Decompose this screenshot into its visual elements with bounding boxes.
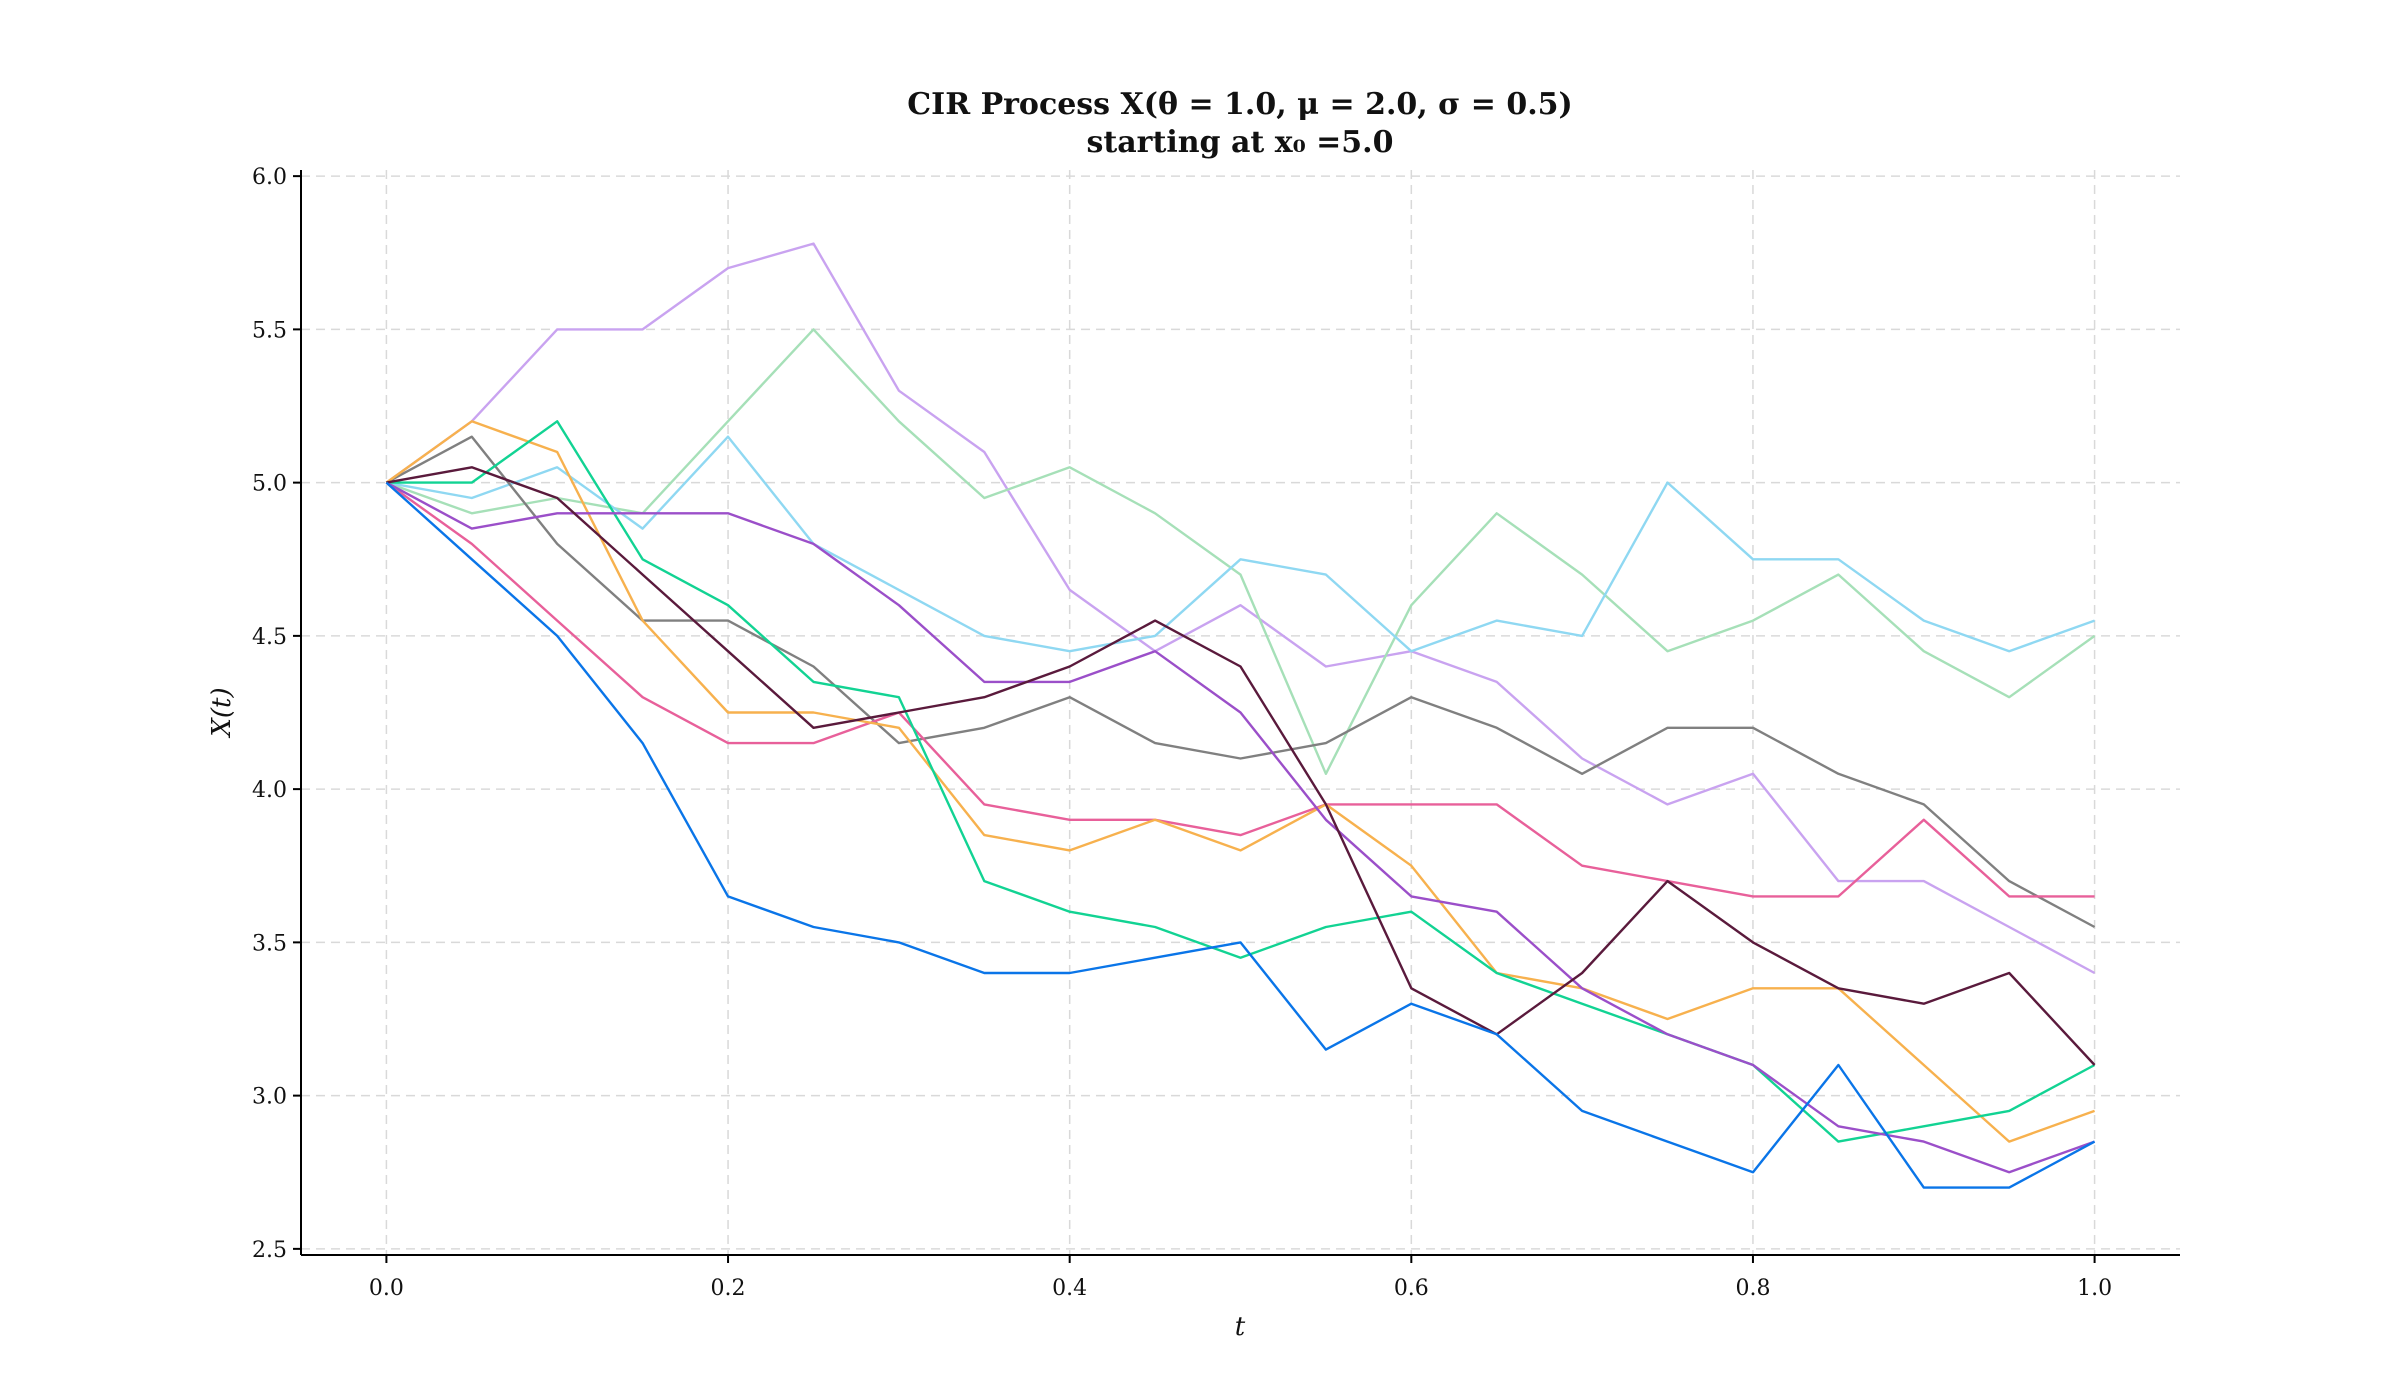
- chart-title-line2: starting at x₀ =5.0: [1086, 125, 1393, 160]
- x-tick-label: 0.0: [369, 1276, 404, 1301]
- series-line-2: [385, 328, 2096, 775]
- y-tick-label: 6.0: [252, 165, 287, 190]
- x-tick-label: 0.6: [1394, 1276, 1429, 1301]
- series-line-7: [386, 420, 2096, 1143]
- chart-title-line1: CIR Process X(θ = 1.0, μ = 2.0, σ = 0.5): [907, 87, 1572, 122]
- series-line-5: [385, 481, 2095, 898]
- series-line-4: [385, 435, 2096, 929]
- series-group: [385, 242, 2096, 1189]
- y-tick-label: 3.0: [252, 1085, 287, 1110]
- series-line-1: [385, 242, 2096, 975]
- x-ticks: 0.0 0.2 0.4 0.6 0.8 1.0: [369, 1255, 2112, 1301]
- series-line-9: [386, 466, 2096, 1066]
- y-axis-label: X(t): [207, 687, 237, 738]
- x-tick-label: 0.4: [1052, 1276, 1087, 1301]
- series-line-10: [385, 481, 2096, 1189]
- y-tick-label: 5.5: [252, 318, 287, 343]
- series-line-8: [385, 481, 2096, 1174]
- y-tick-label: 5.0: [252, 472, 287, 497]
- x-tick-label: 0.2: [711, 1276, 746, 1301]
- axes: [300, 170, 2180, 1256]
- y-tick-label: 4.5: [252, 625, 287, 650]
- series-line-3: [386, 435, 2096, 653]
- y-tick-label: 2.5: [252, 1238, 287, 1263]
- y-ticks: 2.5 3.0 3.5 4.0 4.5 5.0 5.5 6.0: [252, 165, 301, 1263]
- x-tick-label: 0.8: [1735, 1276, 1770, 1301]
- x-tick-label: 1.0: [2077, 1276, 2112, 1301]
- y-tick-label: 3.5: [252, 931, 287, 956]
- grid: [301, 170, 2180, 1255]
- y-tick-label: 4.0: [252, 778, 287, 803]
- series-line-6: [385, 420, 2096, 1143]
- x-axis-label: t: [1235, 1312, 1246, 1342]
